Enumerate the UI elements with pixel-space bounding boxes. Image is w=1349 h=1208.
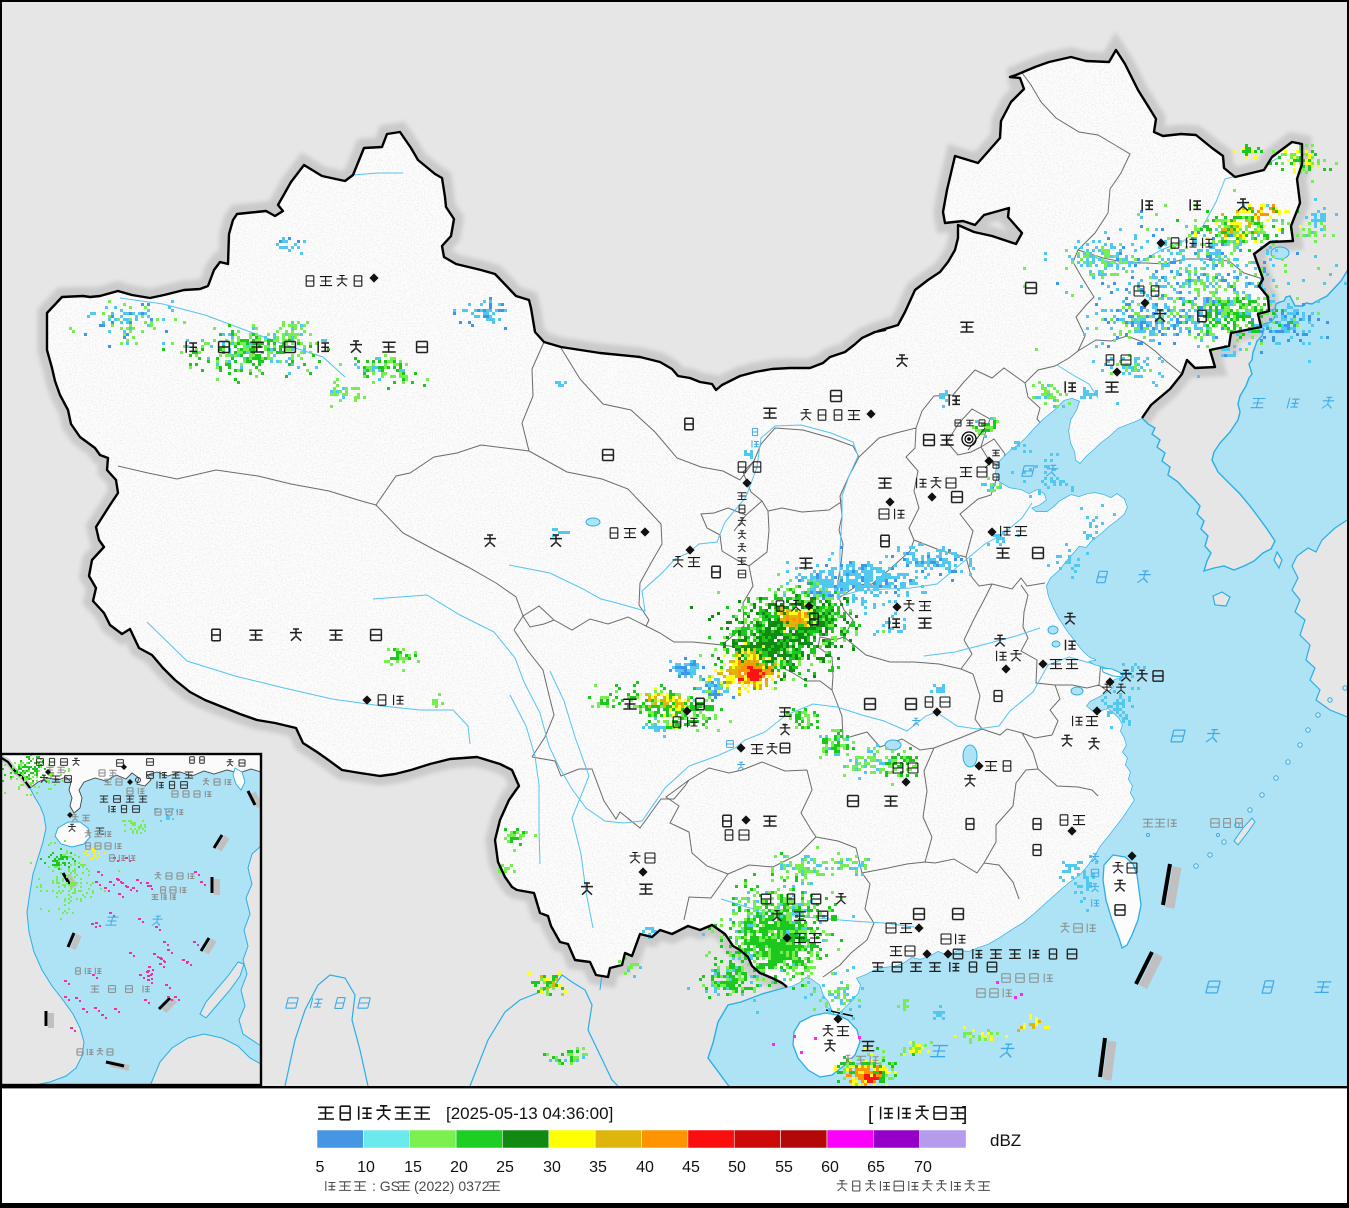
svg-text:20: 20	[450, 1159, 468, 1176]
svg-text:15: 15	[404, 1159, 422, 1176]
svg-text:5: 5	[316, 1159, 325, 1176]
svg-text:(2022) 0372: (2022) 0372	[414, 1178, 490, 1194]
svg-text:55: 55	[775, 1159, 793, 1176]
svg-text:: GS: : GS	[372, 1178, 400, 1194]
svg-text:[: [	[868, 1104, 874, 1125]
svg-text:[2025-05-13 04:36:00]: [2025-05-13 04:36:00]	[446, 1104, 613, 1123]
svg-text:30: 30	[543, 1159, 561, 1176]
svg-text:]: ]	[962, 1104, 967, 1125]
svg-text:10: 10	[357, 1159, 375, 1176]
svg-text:25: 25	[496, 1159, 514, 1176]
svg-text:70: 70	[914, 1159, 932, 1176]
svg-text:45: 45	[682, 1159, 700, 1176]
svg-text:40: 40	[636, 1159, 654, 1176]
svg-text:60: 60	[821, 1159, 839, 1176]
svg-text:65: 65	[867, 1159, 885, 1176]
svg-text:dBZ: dBZ	[990, 1131, 1021, 1150]
svg-text:35: 35	[589, 1159, 607, 1176]
svg-text:50: 50	[728, 1159, 746, 1176]
